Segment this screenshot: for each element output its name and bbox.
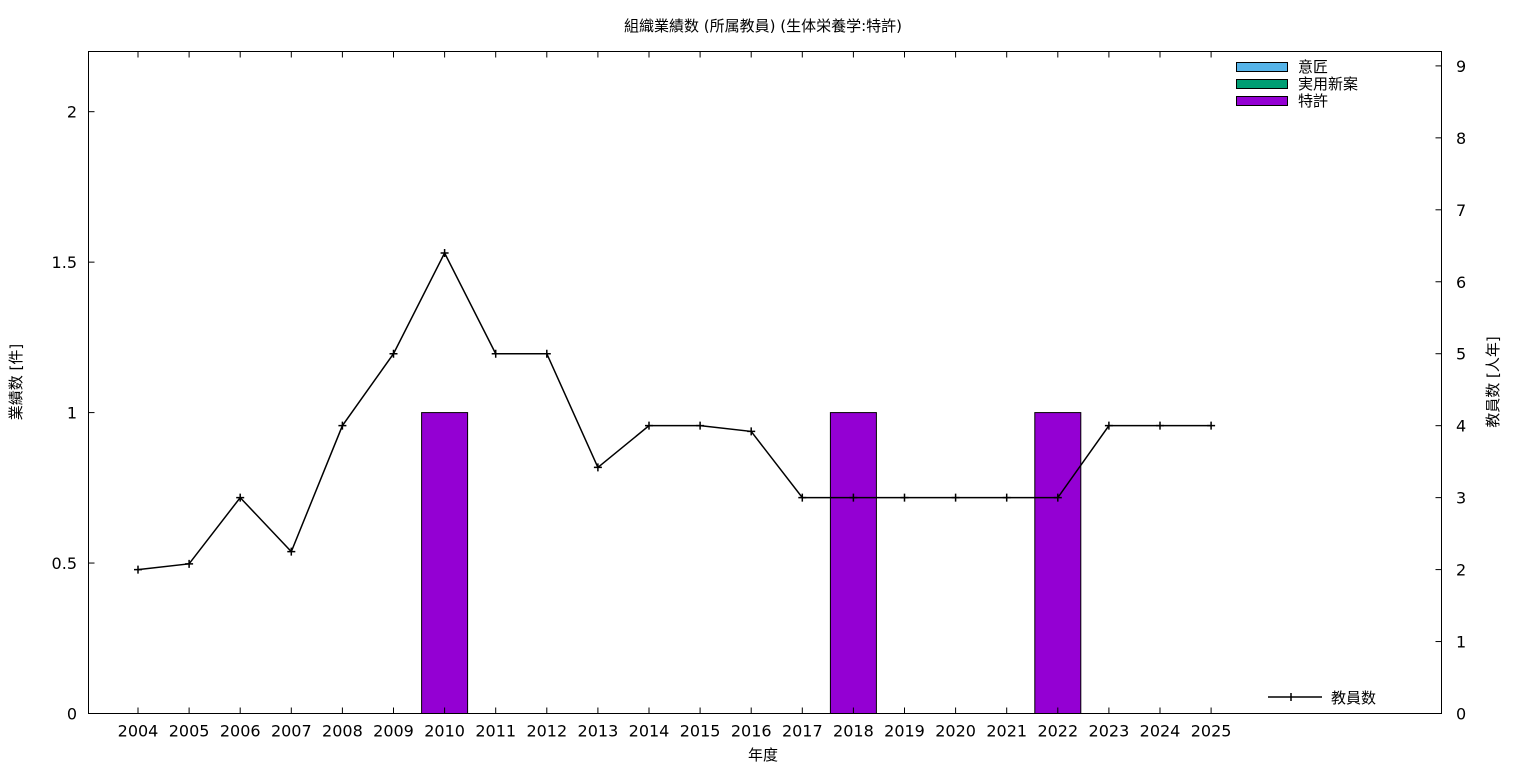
line-point — [236, 493, 245, 502]
line-point — [185, 559, 194, 568]
legend-label: 特許 — [1298, 92, 1328, 110]
y-axis-label: 業績数 [件] — [7, 344, 25, 420]
y2-tick-label: 9 — [1456, 57, 1466, 76]
line-point — [798, 493, 807, 502]
y2-axis-label: 教員数 [人年] — [1484, 336, 1502, 427]
x-tick-label: 2015 — [680, 722, 721, 741]
x-tick-label: 2024 — [1140, 722, 1181, 741]
x-ticks: 2004 2005 2006 2007 2008 2009 2010 2011 2012 2013… — [118, 51, 1232, 741]
plot-frame — [88, 51, 1442, 714]
y-tick-label: 1 — [67, 404, 77, 423]
legend-label: 実用新案 — [1298, 75, 1358, 93]
legend-label: 教員数 — [1331, 689, 1376, 707]
y2-tick-label: 0 — [1456, 705, 1466, 724]
y-tick-label: 2 — [67, 103, 77, 122]
line-point — [951, 493, 960, 502]
y2-tick-label: 5 — [1456, 345, 1466, 364]
bar-特許 — [1034, 412, 1082, 714]
x-tick-label: 2019 — [884, 722, 925, 741]
line-point — [338, 421, 347, 430]
line-point — [1002, 493, 1011, 502]
x-tick-label: 2013 — [578, 722, 619, 741]
x-tick-label: 2006 — [220, 722, 261, 741]
y2-tick-label: 7 — [1456, 201, 1466, 220]
line-教員数 — [137, 251, 1212, 571]
y-tick-label: 1.5 — [52, 253, 77, 272]
y2-tick-label: 6 — [1456, 273, 1466, 292]
bars — [421, 412, 1082, 714]
line-point — [134, 565, 142, 574]
y-tick-label: 0.5 — [52, 554, 77, 573]
x-tick-label: 2022 — [1037, 722, 1078, 741]
line-point — [440, 248, 449, 257]
bar-特許 — [421, 412, 469, 714]
x-tick-label: 2005 — [169, 722, 210, 741]
line-point — [645, 421, 653, 430]
line-point — [900, 493, 909, 502]
line-point — [1053, 493, 1062, 502]
line-point — [1104, 421, 1113, 430]
x-tick-label: 2018 — [833, 722, 874, 741]
lines — [134, 248, 1216, 574]
line-point — [542, 349, 551, 358]
line-point — [389, 349, 398, 358]
x-tick-label: 2025 — [1191, 722, 1232, 741]
line-point — [593, 463, 602, 472]
x-tick-label: 2011 — [475, 722, 516, 741]
line-point — [287, 547, 296, 556]
x-tick-label: 2014 — [629, 722, 670, 741]
x-tick-label: 2008 — [322, 722, 363, 741]
y2-tick-label: 8 — [1456, 129, 1466, 148]
x-tick-label: 2009 — [373, 722, 414, 741]
y2-tick-label: 4 — [1456, 417, 1466, 436]
x-tick-label: 2016 — [731, 722, 772, 741]
line-point — [849, 493, 858, 502]
x-tick-label: 2017 — [782, 722, 823, 741]
x-tick-label: 2012 — [526, 722, 567, 741]
y-tick-label: 0 — [67, 705, 77, 724]
chart-title: 組織業績数 (所属教員) (生体栄養学:特許) — [624, 17, 902, 35]
line-point — [747, 427, 756, 436]
x-axis-label: 年度 — [748, 746, 778, 764]
y2-ticks: 0 1 2 3 4 5 6 7 8 9 — [1435, 57, 1466, 724]
line-point — [696, 421, 705, 430]
y-ticks: 0 0.5 1 1.5 2 — [52, 103, 95, 724]
line-point — [491, 349, 500, 358]
x-tick-label: 2004 — [118, 722, 159, 741]
x-tick-label: 2020 — [935, 722, 976, 741]
x-tick-label: 2007 — [271, 722, 312, 741]
legend-swatch — [1236, 79, 1288, 89]
x-tick-label: 2010 — [424, 722, 465, 741]
x-tick-label: 2021 — [986, 722, 1027, 741]
y2-tick-label: 2 — [1456, 561, 1466, 580]
y2-tick-label: 1 — [1456, 633, 1466, 652]
legend-label: 意匠 — [1298, 58, 1328, 76]
y2-tick-label: 3 — [1456, 489, 1466, 508]
bar-特許 — [829, 412, 877, 714]
legend-swatch — [1236, 96, 1288, 106]
line-point — [1156, 421, 1164, 430]
x-tick-label: 2023 — [1089, 722, 1130, 741]
line-point — [1207, 421, 1216, 430]
legend-swatch — [1236, 62, 1288, 72]
